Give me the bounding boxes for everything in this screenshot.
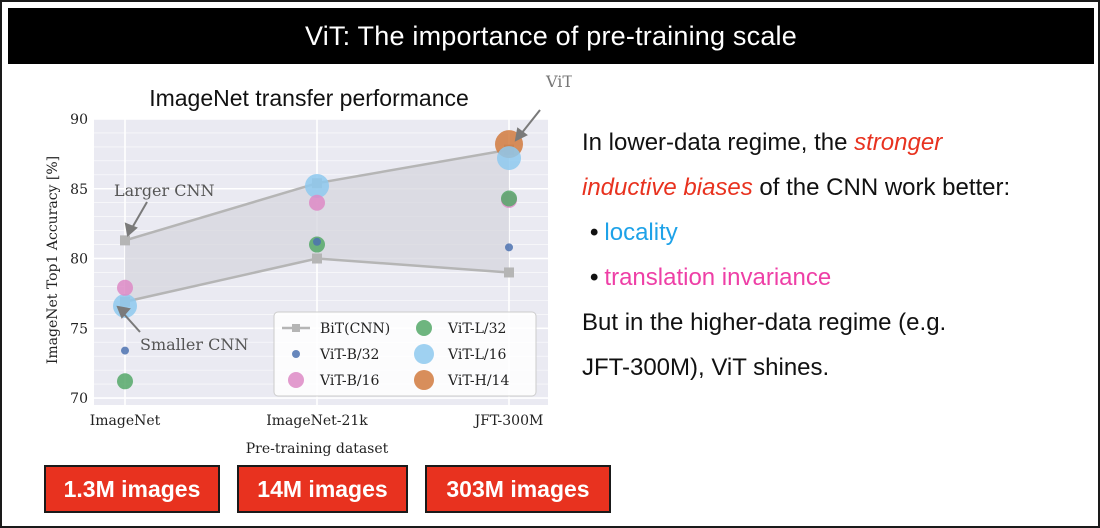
annotation-smaller-cnn: Smaller CNN <box>140 335 248 354</box>
bullet-icon: • <box>590 264 599 291</box>
point-vit-b-16 <box>309 194 325 211</box>
y-tick-label: 85 <box>70 182 88 198</box>
legend-box <box>273 311 537 397</box>
stronger-emphasis: stronger <box>854 129 943 156</box>
legend-marker <box>292 324 300 332</box>
bit-point <box>504 267 514 278</box>
explanation-line-6: JFT-300M), ViT shines. <box>582 354 830 381</box>
point-vit-b-16 <box>117 279 133 296</box>
legend-label: ViT-L/32 <box>447 321 506 337</box>
explanation-line-2: inductive biases of the CNN work better: <box>582 165 1092 210</box>
y-tick-label: 70 <box>70 391 88 407</box>
legend-label: ViT-B/16 <box>319 373 380 389</box>
legend-label: ViT-L/16 <box>447 347 507 363</box>
y-tick-label: 75 <box>70 321 88 337</box>
x-tick-label: JFT-300M <box>473 413 544 429</box>
dataset-size-imagenet: 1.3M images <box>44 465 220 513</box>
y-tick-label: 90 <box>70 112 88 128</box>
point-vit-l-16 <box>305 173 329 198</box>
explanation-text: of the CNN work better: <box>752 174 1011 201</box>
chart-title: ImageNet transfer performance <box>149 85 469 111</box>
annotation-arrows <box>116 109 541 333</box>
chart-xlabel: Pre-training dataset <box>246 441 389 457</box>
legend-label: ViT-B/32 <box>319 347 379 363</box>
bit-point <box>120 235 130 246</box>
point-vit-b-32 <box>505 243 513 252</box>
dataset-size-imagenet21k: 14M images <box>237 465 408 513</box>
annotation-larger-cnn: Larger CNN <box>114 181 215 200</box>
bullet-icon: • <box>590 219 599 246</box>
bullet-locality-text: locality <box>604 219 678 246</box>
y-tick-label: 80 <box>70 252 88 268</box>
point-vit-l-32 <box>501 190 517 207</box>
bit-band <box>125 149 509 302</box>
legend-marker <box>416 320 432 336</box>
legend-label: ViT-H/14 <box>447 373 509 389</box>
point-vit-b-32 <box>121 346 129 355</box>
explanation-text: In lower-data regime, the <box>582 129 855 156</box>
legend-marker <box>414 370 434 390</box>
slide-title: ViT: The importance of pre-training scal… <box>8 8 1094 64</box>
inductive-biases-emphasis: inductive biases <box>582 174 753 201</box>
legend-marker <box>288 372 304 388</box>
point-vit-l-32 <box>117 373 133 390</box>
bullet-locality: • locality <box>582 210 1092 255</box>
legend-marker <box>292 350 300 358</box>
point-vit-b-32 <box>313 237 321 246</box>
x-tick-label: ImageNet-21k <box>266 413 368 429</box>
explanation-line-1: In lower-data regime, the stronger <box>582 120 1092 165</box>
legend-label: BiT(CNN) <box>320 321 390 337</box>
chart: ImageNet transfer performance ImageNet T… <box>45 72 572 457</box>
x-tick-label: ImageNet <box>90 413 161 429</box>
explanation-line-5: But in the higher-data regime (e.g. <box>582 309 947 336</box>
dataset-size-jft300m: 303M images <box>425 465 611 513</box>
bullet-translation-invariance: • translation invariance <box>582 255 1092 300</box>
legend-marker <box>414 344 434 364</box>
bullet-translation-text: translation invariance <box>604 264 832 291</box>
point-vit-l-16 <box>497 146 521 171</box>
chart-ylabel: ImageNet Top1 Accuracy [%] <box>45 156 61 364</box>
annotation-vit-beats: ViT beats strongest CNN <box>545 72 572 91</box>
explanation-panel: In lower-data regime, the stronger induc… <box>582 120 1092 390</box>
bit-point <box>312 253 322 264</box>
